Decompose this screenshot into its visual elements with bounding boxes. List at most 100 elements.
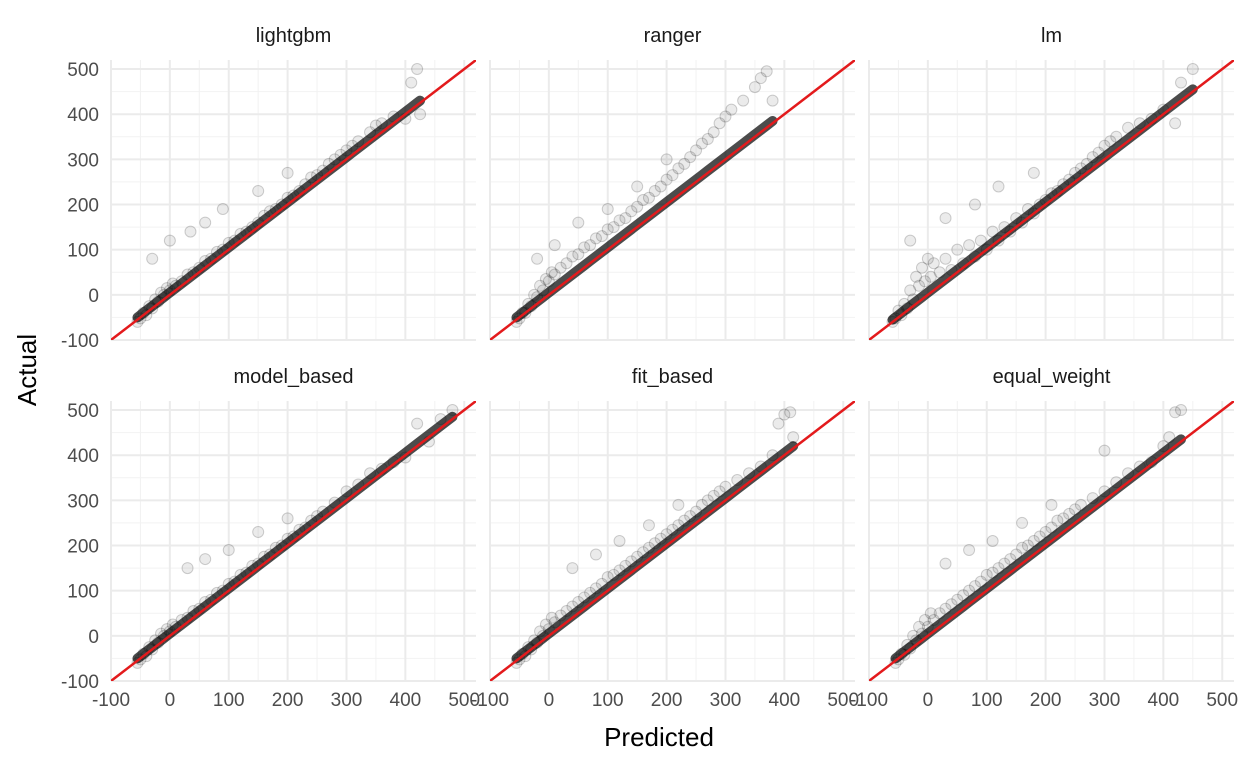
facet-strip-label: model_based [233,366,353,388]
data-point [163,234,176,247]
data-point [772,417,785,430]
x-tick-label: 0 [165,690,176,711]
data-point [910,270,923,283]
y-tick-label: 500 [67,401,99,422]
data-point [963,239,976,252]
data-point [613,535,626,547]
data-point [534,279,547,292]
data-point [913,620,926,633]
y-tick-label: 0 [88,627,99,648]
identity-reference-line [490,60,855,340]
data-point [1175,404,1188,417]
y-tick-label: 300 [67,491,99,512]
facet-panel-ranger: ranger [489,25,855,341]
data-point [913,279,926,292]
y-tick-label: 100 [67,241,99,262]
x-tick-label: 300 [1089,690,1121,711]
data-point [411,417,424,430]
y-tick-label: -100 [61,331,99,352]
data-point [713,117,726,130]
data-point [939,212,952,225]
data-point [921,252,934,265]
y-tick-label: 300 [67,150,99,171]
data-point [654,180,667,193]
facet-panel-fit_based: fit_based -100 0 100 200 300 400 500 [471,366,859,711]
x-tick-label: 500 [827,690,859,711]
data-point [545,611,558,624]
data-point [918,275,931,288]
points-layer [111,401,476,681]
y-tick-label: 500 [67,60,99,81]
data-point [660,173,673,186]
data-point [701,133,714,146]
data-point [760,65,773,78]
data-point [411,63,424,76]
data-point [915,261,928,274]
data-point [707,126,720,139]
dense-point-band [132,95,426,323]
x-tick-label: 300 [331,690,363,711]
data-point [199,553,212,566]
data-point [754,72,767,85]
data-point [637,194,650,206]
data-point [405,76,418,89]
facet-strip-label: ranger [644,25,702,47]
data-point [980,568,993,581]
data-point [584,239,597,252]
data-point [146,252,159,265]
y-axis-title: Actual [12,334,42,406]
data-point [572,248,585,261]
dense-point-band [890,434,1187,664]
data-point [904,284,917,297]
data-point [748,81,761,94]
identity-reference-line [111,60,476,340]
data-point [589,232,602,245]
data-point [572,216,585,229]
data-point [414,108,427,121]
data-point [1098,444,1111,457]
data-point [642,519,655,532]
facet-strip-label: fit_based [632,366,713,388]
data-point [281,512,294,525]
data-point [1016,541,1029,554]
data-point [968,198,981,211]
facet-panel-lm: lm [868,25,1234,341]
data-point [678,157,691,170]
data-point [181,562,194,575]
data-point [778,408,791,421]
data-point [252,184,265,197]
data-point [1175,76,1188,89]
x-tick-label: 400 [1148,690,1180,711]
data-point [619,212,632,225]
data-point [613,214,626,227]
data-point [539,273,552,286]
y-tick-label: -100 [61,672,99,693]
data-point [589,548,602,561]
y-tick-label: 400 [67,446,99,467]
y-tick-label: 200 [67,196,99,217]
dense-point-band [887,84,1198,325]
data-point [1051,514,1064,527]
y-tick-label: 200 [67,537,99,558]
data-point [939,557,952,570]
facet-strip-label: lm [1041,25,1062,47]
dense-point-band [511,441,799,664]
x-tick-label: 0 [544,690,555,711]
data-point [548,239,561,252]
data-point [648,184,661,197]
data-point [904,234,917,247]
x-tick-label: 0 [923,690,934,711]
x-tick-label: 100 [592,690,624,711]
data-point [545,266,558,279]
data-point [601,203,614,216]
x-tick-label: 100 [213,690,245,711]
panel-grid: lightgbm -100 0 100 200 300 400 500 ranger lm mode… [61,25,1238,711]
data-point [1169,406,1182,419]
facet-panel-model_based: model_based -100 0 100 200 300 400 500 -100 0 100 2… [61,366,480,711]
data-point [666,169,679,182]
identity-reference-line [490,401,855,681]
dense-point-band [511,115,778,323]
data-point [566,250,579,263]
data-point [281,166,294,179]
identity-reference-line [869,401,1234,681]
